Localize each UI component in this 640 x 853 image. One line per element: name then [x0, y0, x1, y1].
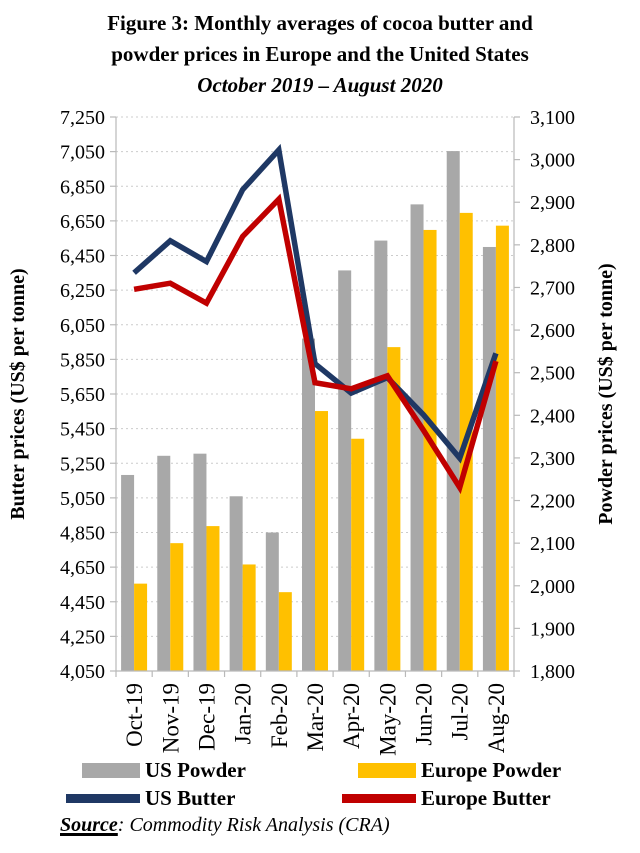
left-tick-label: 4,650: [60, 557, 105, 579]
legend-label: US Butter: [145, 786, 236, 810]
left-tick-label: 6,050: [60, 315, 105, 337]
left-tick-label: 4,250: [60, 626, 105, 648]
left-tick-label: 4,450: [60, 592, 105, 614]
legend-item-us-powder: US Powder: [58, 758, 334, 783]
us-powder-swatch: [82, 763, 140, 778]
figure-subtitle: October 2019 – August 2020: [197, 73, 443, 97]
europe-powder-bar-May-20: [387, 347, 401, 671]
left-tick-label: 5,250: [60, 453, 105, 475]
right-tick-label: 2,300: [530, 448, 575, 470]
left-tick-label: 5,650: [60, 384, 105, 406]
x-category-label: Nov-19: [158, 683, 183, 753]
left-tick-label: 4,050: [60, 661, 105, 683]
us-powder-bar-Jun-20: [410, 204, 424, 671]
source-note: Source: Commodity Risk Analysis (CRA): [60, 814, 390, 837]
right-tick-label: 2,400: [530, 405, 575, 427]
us-powder-bar-Jul-20: [446, 151, 460, 672]
right-tick-label: 3,000: [530, 150, 575, 172]
left-tick-label: 5,450: [60, 419, 105, 441]
x-category-label: Jul-20: [448, 683, 473, 741]
figure-title-line1: Figure 3: Monthly averages of cocoa butt…: [107, 11, 533, 35]
source-label: Source: [60, 814, 118, 836]
figure-title-line2: powder prices in Europe and the United S…: [111, 42, 529, 66]
legend-item-europe-butter: Europe Butter: [334, 786, 598, 811]
right-tick-label: 2,000: [530, 576, 575, 598]
us-butter-line: [132, 143, 499, 464]
x-category-label: Dec-19: [194, 683, 219, 751]
x-category-label: Aug-20: [484, 683, 509, 753]
us-powder-bar-Dec-19: [193, 453, 207, 671]
us-powder-bar-Apr-20: [338, 270, 352, 671]
europe-powder-bar-Dec-19: [206, 526, 220, 671]
left-tick-label: 6,250: [60, 280, 105, 302]
x-category-label: Jun-20: [412, 683, 437, 746]
left-tick-label: 5,050: [60, 488, 105, 510]
x-category-label: Oct-19: [122, 683, 147, 747]
x-category-label: Mar-20: [303, 683, 328, 752]
right-tick-label: 2,600: [530, 320, 575, 342]
right-tick-label: 2,200: [530, 491, 575, 513]
us-powder-bar-Jan-20: [229, 496, 243, 671]
left-axis-title: Butter prices (US$ per tonne): [7, 268, 29, 519]
europe-powder-bar-Feb-20: [278, 592, 292, 671]
source-text: : Commodity Risk Analysis (CRA): [117, 814, 390, 836]
europe-powder-bar-Oct-19: [134, 583, 148, 671]
x-category-label: Feb-20: [267, 683, 292, 748]
right-tick-label: 2,100: [530, 533, 575, 555]
legend-label: Europe Butter: [421, 786, 551, 810]
us-powder-bar-Feb-20: [265, 532, 279, 671]
us-powder-bar-Nov-19: [157, 455, 171, 671]
x-category-label: May-20: [375, 683, 400, 756]
europe-powder-bar-Jun-20: [423, 229, 437, 671]
legend-label: US Powder: [145, 758, 246, 782]
figure-title: Figure 3: Monthly averages of cocoa butt…: [0, 8, 640, 101]
right-tick-label: 2,700: [530, 277, 575, 299]
us-butter-swatch: [66, 794, 140, 803]
legend-swatch-box: [334, 763, 416, 778]
x-category-label: Jan-20: [231, 683, 256, 744]
left-tick-label: 6,450: [60, 246, 105, 268]
right-axis-title: Powder prices (US$ per tonne): [595, 263, 617, 524]
left-tick-label: 7,250: [60, 107, 105, 129]
right-tick-label: 2,500: [530, 363, 575, 385]
left-tick-label: 5,850: [60, 349, 105, 371]
us-powder-bar-Mar-20: [302, 338, 315, 671]
europe-powder-bar-Mar-20: [315, 411, 328, 671]
us-powder-bar-May-20: [374, 240, 388, 672]
legend-swatch-box: [334, 794, 416, 803]
legend-item-europe-powder: Europe Powder: [334, 758, 598, 783]
europe-butter-swatch: [342, 794, 416, 803]
left-tick-label: 6,850: [60, 176, 105, 198]
right-tick-label: 1,900: [530, 618, 575, 640]
legend-swatch-box: [58, 763, 140, 778]
legend-label: Europe Powder: [421, 758, 562, 782]
left-tick-label: 7,050: [60, 142, 105, 164]
us-powder-bar-Aug-20: [482, 246, 496, 671]
left-tick-label: 4,850: [60, 523, 105, 545]
europe-powder-bar-Nov-19: [170, 543, 184, 671]
chart-legend: US Powder Europe Powder US Butter Europe…: [58, 758, 598, 811]
europe-butter-line: [133, 193, 499, 495]
right-tick-label: 2,800: [530, 235, 575, 257]
europe-powder-bar-Apr-20: [351, 438, 365, 671]
europe-powder-bar-Aug-20: [495, 225, 509, 671]
legend-swatch-box: [58, 794, 140, 803]
x-category-label: Apr-20: [339, 683, 364, 749]
legend-item-us-butter: US Butter: [58, 786, 334, 811]
us-powder-bar-Oct-19: [121, 474, 135, 671]
right-tick-label: 2,900: [530, 192, 575, 214]
europe-powder-bar-Jan-20: [242, 564, 256, 671]
right-tick-label: 3,100: [530, 107, 575, 129]
europe-powder-swatch: [358, 763, 416, 778]
right-tick-label: 1,800: [530, 661, 575, 683]
left-tick-label: 6,650: [60, 211, 105, 233]
